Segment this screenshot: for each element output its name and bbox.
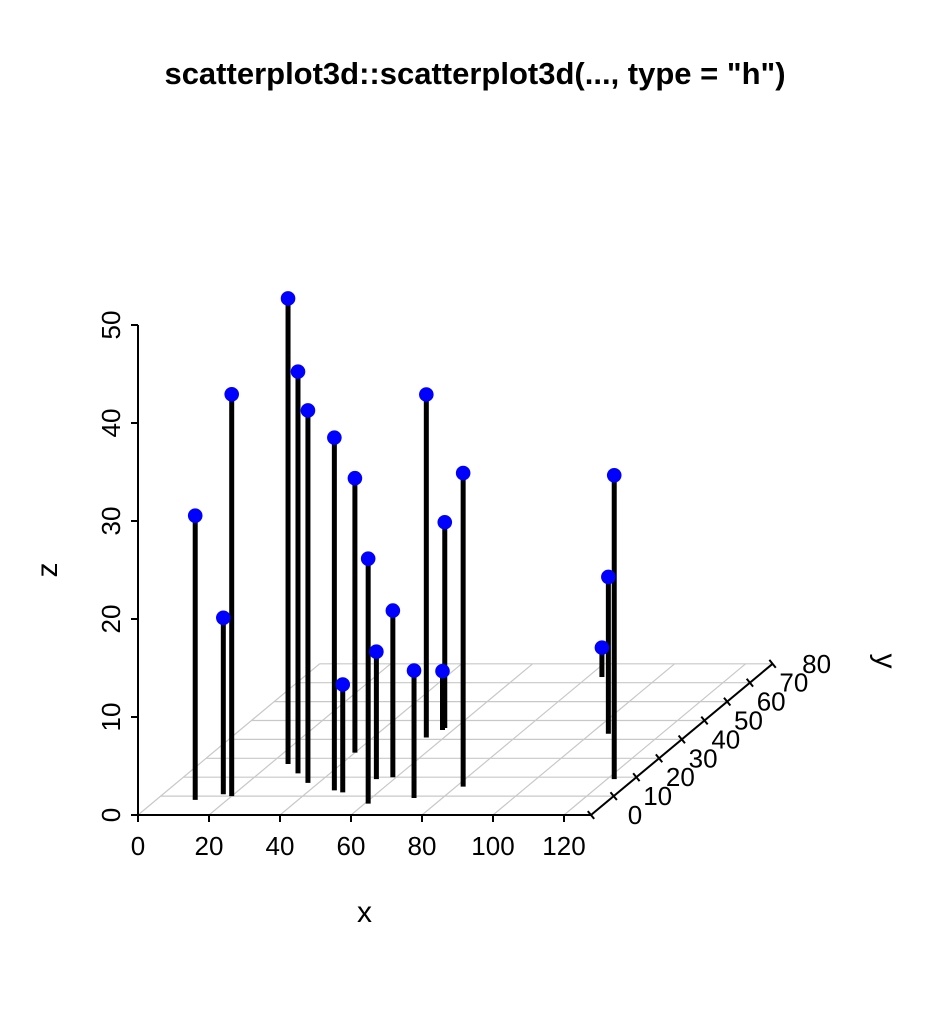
y-axis-tick — [632, 772, 641, 782]
x-axis — [137, 814, 591, 822]
data-point — [216, 610, 231, 626]
data-point — [455, 465, 471, 481]
stems — [192, 298, 617, 804]
x-tick-label: 20 — [195, 831, 224, 861]
data-point — [224, 387, 239, 402]
y-axis-tick — [700, 715, 709, 726]
grid-line-x — [421, 663, 604, 816]
y-axis-tick — [745, 678, 754, 688]
z-tick-label: 40 — [96, 409, 126, 438]
y-axis — [587, 659, 777, 820]
x-axis-label: x — [357, 896, 372, 929]
data-point — [601, 569, 616, 585]
axes — [131, 324, 777, 822]
data-point — [300, 403, 316, 418]
y-tick-label: 30 — [689, 743, 718, 773]
data-point — [419, 387, 434, 402]
grid-line-x — [279, 663, 462, 816]
grid-line-x — [492, 663, 675, 816]
x-tick-label: 80 — [408, 831, 437, 861]
x-tick-label: 100 — [471, 831, 514, 861]
y-axis-tick — [768, 659, 777, 669]
data-point — [335, 677, 351, 692]
y-tick-label: 20 — [666, 762, 695, 792]
data-point — [594, 640, 610, 655]
data-point — [369, 644, 384, 659]
data-point — [280, 291, 296, 306]
z-tick-label: 0 — [96, 808, 126, 822]
grid-line-x — [350, 663, 533, 816]
y-axis-tick — [723, 697, 732, 707]
y-tick-label: 60 — [757, 687, 786, 717]
data-point — [327, 430, 342, 445]
data-point — [290, 364, 306, 379]
y-tick-label: 80 — [802, 649, 831, 679]
data-point — [406, 663, 422, 678]
data-points — [187, 291, 622, 692]
data-point — [385, 603, 401, 618]
data-point — [435, 663, 450, 679]
y-axis-tick — [677, 734, 686, 744]
data-point — [347, 470, 363, 486]
data-point — [606, 467, 622, 483]
y-tick-label: 40 — [711, 724, 740, 754]
data-point — [187, 508, 203, 523]
x-tick-label: 40 — [266, 831, 295, 861]
y-axis-tick — [609, 791, 618, 801]
y-tick-label: 0 — [628, 800, 642, 830]
y-axis-tick — [587, 810, 595, 820]
z-tick-label: 10 — [96, 703, 126, 732]
y-axis-label: y — [869, 654, 902, 669]
z-axis-label: z — [31, 563, 64, 578]
data-point — [437, 514, 453, 530]
chart-title: scatterplot3d::scatterplot3d(..., type =… — [164, 56, 786, 91]
x-tick-label: 120 — [542, 831, 585, 861]
y-tick-label: 50 — [734, 706, 763, 736]
y-axis-tick — [655, 753, 664, 763]
x-tick-label: 60 — [337, 831, 366, 861]
y-tick-label: 70 — [779, 668, 808, 698]
grid-line-x — [563, 663, 746, 816]
z-tick-label: 50 — [96, 311, 126, 340]
z-tick-label: 20 — [96, 605, 126, 634]
z-axis — [131, 324, 139, 816]
y-tick-label: 10 — [643, 781, 672, 811]
x-tick-label: 0 — [131, 831, 145, 861]
z-tick-label: 30 — [96, 507, 126, 536]
data-point — [360, 551, 376, 566]
